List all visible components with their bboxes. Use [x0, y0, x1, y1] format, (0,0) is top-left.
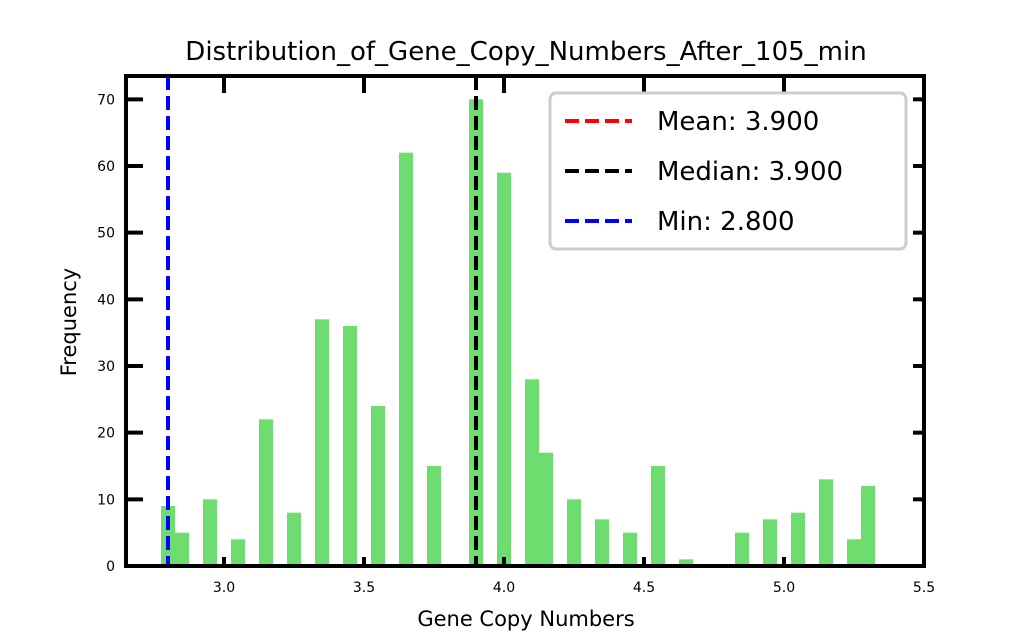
histogram-bar: [469, 99, 483, 566]
y-tick-label: 20: [97, 426, 115, 442]
histogram-bar: [623, 532, 637, 566]
histogram-bar: [651, 466, 665, 566]
histogram-bar: [399, 152, 413, 566]
legend-box: [548, 91, 908, 251]
histogram-bar: [525, 379, 539, 566]
histogram-bar: [595, 519, 609, 566]
y-tick-label: 50: [97, 226, 115, 242]
x-tick-label: 4.5: [633, 580, 655, 596]
x-tick-label: 3.5: [353, 580, 375, 596]
legend-items: Mean: 3.900 Median: 3.900 Min: 2.800: [565, 107, 843, 237]
plot-frame: [124, 74, 926, 568]
y-tick-label: 70: [97, 92, 115, 108]
y-tick-label: 30: [97, 359, 115, 375]
histogram-bar: [567, 499, 581, 566]
legend-label: Mean: 3.900: [657, 107, 819, 137]
y-tick-label: 40: [97, 292, 115, 308]
histogram-bar: [371, 406, 385, 566]
x-tick-label: 4.0: [493, 580, 515, 596]
x-axis-label: Gene Copy Numbers: [417, 607, 634, 631]
histogram-bar: [203, 499, 217, 566]
histogram-bar: [259, 419, 273, 566]
histogram-bar: [315, 319, 329, 566]
histogram-bar: [231, 539, 245, 566]
histogram-bar: [791, 512, 805, 566]
x-tick-label: 5.0: [773, 580, 795, 596]
histogram-bar: [861, 486, 875, 566]
legend-label: Min: 2.800: [657, 207, 795, 237]
ticks-layer: 3.0 3.5 4.0 4.5 5.0 5.5 0 10 20 30 40 50 60 70: [97, 76, 935, 596]
histogram-bar: [497, 172, 511, 566]
x-tick-label: 3.0: [213, 580, 235, 596]
x-tick-label: 5.5: [913, 580, 935, 596]
histogram-bar: [735, 532, 749, 566]
bars-layer: [161, 99, 875, 566]
legend-label: Median: 3.900: [657, 157, 843, 187]
y-tick-label: 10: [97, 492, 115, 508]
histogram-bar: [763, 519, 777, 566]
histogram-bar: [343, 326, 357, 566]
histogram-bar: [287, 512, 301, 566]
histogram-bar: [175, 532, 189, 566]
reference-lines-layer: [166, 76, 478, 566]
y-tick-label: 60: [97, 159, 115, 175]
y-tick-label: 0: [106, 559, 115, 575]
legend: Mean: 3.900 Median: 3.900 Min: 2.800: [548, 91, 908, 251]
y-axis-label: Frequency: [57, 268, 81, 377]
histogram-bar: [847, 539, 861, 566]
histogram-bar: [819, 479, 833, 566]
chart-title: Distribution_of_Gene_Copy_Numbers_After_…: [185, 37, 866, 67]
histogram-bar: [679, 559, 693, 566]
histogram-bar: [427, 466, 441, 566]
histogram-bar: [539, 452, 553, 566]
